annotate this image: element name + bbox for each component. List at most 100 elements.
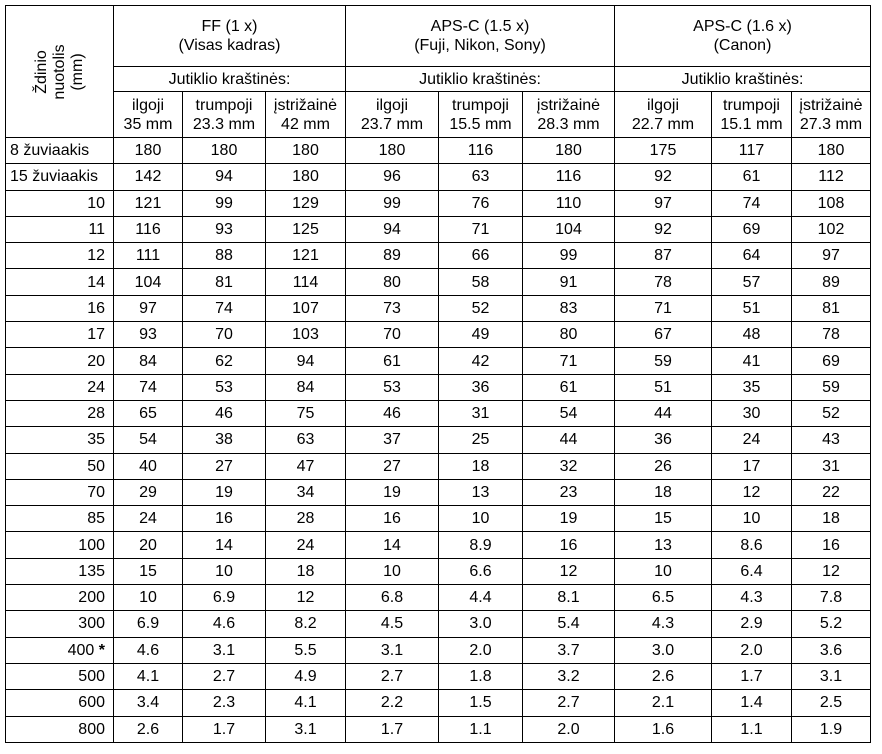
angle-value-cell: 23 xyxy=(522,478,615,507)
angle-value-cell: 22 xyxy=(791,478,871,507)
angle-value-cell: 2.0 xyxy=(711,636,792,664)
angle-value-cell: 71 xyxy=(438,215,523,244)
group-title: APS-C (1.5 x) xyxy=(430,18,530,35)
table-row: 200 10 6.9 12 6.8 4.4 8.1 6.5 4.3 7.8 xyxy=(5,584,871,612)
angle-value-cell: 116 xyxy=(113,215,183,244)
angle-value-cell: 6.4 xyxy=(711,557,792,586)
angle-value-cell: 19 xyxy=(345,478,439,507)
angle-value-cell: 1.7 xyxy=(182,715,266,743)
angle-value-cell: 89 xyxy=(791,268,871,296)
angle-value-cell: 73 xyxy=(345,294,439,323)
angle-value-cell: 16 xyxy=(522,531,615,559)
angle-value-cell: 31 xyxy=(791,452,871,480)
angle-value-cell: 102 xyxy=(791,215,871,244)
angle-value-cell: 175 xyxy=(614,136,712,165)
angle-value-cell: 3.6 xyxy=(791,636,871,664)
angle-value-cell: 44 xyxy=(614,399,712,428)
angle-value-cell: 142 xyxy=(113,163,183,191)
angle-value-cell: 3.0 xyxy=(614,636,712,664)
angle-value-cell: 12 xyxy=(522,557,615,586)
angle-value-cell: 121 xyxy=(113,189,183,217)
focal-length-value: 14 xyxy=(87,273,105,291)
angle-value-cell: 117 xyxy=(711,136,792,165)
angle-value-cell: 6.9 xyxy=(182,584,266,612)
angle-value-cell: 38 xyxy=(182,426,266,454)
angle-value-cell: 1.7 xyxy=(345,715,439,743)
group-header-apsc-16: APS-C (1.6 x) (Canon) xyxy=(614,5,871,67)
angle-value-cell: 53 xyxy=(182,373,266,401)
focal-length-value: 12 xyxy=(87,247,105,265)
angle-value-cell: 1.5 xyxy=(438,689,523,717)
angle-value-cell: 48 xyxy=(711,321,792,349)
angle-value-cell: 40 xyxy=(113,452,183,480)
angle-value-cell: 2.2 xyxy=(345,689,439,717)
corner-label-line1: Ždinio xyxy=(32,49,50,94)
angle-value-cell: 10 xyxy=(438,505,523,533)
angle-value-cell: 97 xyxy=(614,189,712,217)
focal-length-cell: 28 xyxy=(5,399,114,428)
angle-value-cell: 180 xyxy=(791,136,871,165)
angle-value-cell: 15 xyxy=(113,557,183,586)
group-subtitle: (Visas kadras) xyxy=(178,37,281,54)
column-header: įstrižainė 27.3 mm xyxy=(791,91,871,138)
table-row: 85 24 16 28 16 10 19 15 10 18 xyxy=(5,505,871,533)
angle-value-cell: 108 xyxy=(791,189,871,217)
table-row: 28 65 46 75 46 31 54 44 30 52 xyxy=(5,399,871,428)
angle-value-cell: 36 xyxy=(438,373,523,401)
angle-value-cell: 4.3 xyxy=(711,584,792,612)
angle-value-cell: 80 xyxy=(522,321,615,349)
angle-value-cell: 47 xyxy=(265,452,346,480)
angle-value-cell: 32 xyxy=(522,452,615,480)
table-row: 600 3.4 2.3 4.1 2.2 1.5 2.7 2.1 1.4 2.5 xyxy=(5,689,871,717)
angle-value-cell: 16 xyxy=(791,531,871,559)
angle-value-cell: 4.5 xyxy=(345,610,439,638)
angle-value-cell: 2.6 xyxy=(614,662,712,691)
angle-value-cell: 96 xyxy=(345,163,439,191)
angle-value-cell: 69 xyxy=(791,347,871,375)
group-subtitle: (Canon) xyxy=(713,37,772,54)
column-side-length: 35 mm xyxy=(123,115,173,133)
angle-value-cell: 94 xyxy=(265,347,346,375)
focal-length-cell: 200 xyxy=(5,584,114,612)
angle-value-cell: 2.3 xyxy=(182,689,266,717)
angle-value-cell: 4.9 xyxy=(265,662,346,691)
table-row: 35 54 38 63 37 25 44 36 24 43 xyxy=(5,426,871,454)
table-body: Ždinio nuotolis (mm) FF (1 x) (Visas kad… xyxy=(5,5,871,743)
angle-value-cell: 20 xyxy=(113,531,183,559)
column-side-length: 27.3 mm xyxy=(799,115,863,133)
table-row: 70 29 19 34 19 13 23 18 12 22 xyxy=(5,478,871,507)
angle-value-cell: 34 xyxy=(265,478,346,507)
angle-value-cell: 78 xyxy=(614,268,712,296)
focal-length-value: 28 xyxy=(87,405,105,423)
angle-value-cell: 97 xyxy=(791,242,871,270)
angle-value-cell: 121 xyxy=(265,242,346,270)
angle-value-cell: 16 xyxy=(182,505,266,533)
column-side-name: ilgoji xyxy=(646,96,679,114)
angle-value-cell: 94 xyxy=(182,163,266,191)
angle-value-cell: 19 xyxy=(182,478,266,507)
corner-label-line2: nuotolis xyxy=(50,43,68,100)
angle-value-cell: 3.0 xyxy=(438,610,523,638)
header-row-columns: ilgoji 35 mm trumpoji 23.3 mm įstrižainė 42 m… xyxy=(6,91,871,138)
angle-value-cell: 6.6 xyxy=(438,557,523,586)
angle-value-cell: 74 xyxy=(113,373,183,401)
angle-value-cell: 29 xyxy=(113,478,183,507)
focal-length-cell: 70 xyxy=(5,478,114,507)
focal-length-cell: 600 xyxy=(5,689,114,717)
angle-value-cell: 4.6 xyxy=(113,636,183,664)
angle-value-cell: 44 xyxy=(522,426,615,454)
angle-value-cell: 5.5 xyxy=(265,636,346,664)
column-side-length: 23.3 mm xyxy=(192,115,256,133)
angle-value-cell: 54 xyxy=(522,399,615,428)
angle-value-cell: 30 xyxy=(711,399,792,428)
table-row: 14 104 81 114 80 58 91 78 57 89 xyxy=(5,268,871,296)
column-side-length: 28.3 mm xyxy=(537,115,600,133)
angle-value-cell: 54 xyxy=(113,426,183,454)
angle-value-cell: 16 xyxy=(345,505,439,533)
table-row: 500 4.1 2.7 4.9 2.7 1.8 3.2 2.6 1.7 3.1 xyxy=(5,662,871,691)
column-side-name: trumpoji xyxy=(195,96,253,114)
header-row-sides: Jutiklio kraštinės: Jutiklio kraštinės: … xyxy=(6,66,871,92)
angle-value-cell: 1.1 xyxy=(711,715,792,743)
focal-length-cell: 20 xyxy=(5,347,114,375)
focal-length-cell: 17 xyxy=(5,321,114,349)
